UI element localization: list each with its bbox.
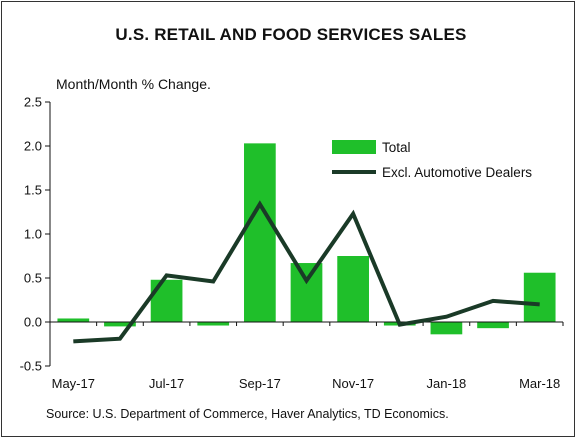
x-tick-label: Mar-18 [519, 376, 560, 391]
bar-jul-17 [150, 279, 183, 322]
x-tick-label: Nov-17 [332, 376, 374, 391]
bar-mar-18 [523, 272, 556, 322]
bar-aug-17 [197, 322, 230, 326]
y-tick-label: 0.5 [24, 271, 42, 286]
legend: Total Excl. Automotive Dealers [332, 140, 532, 180]
x-tick-label: Jul-17 [149, 376, 184, 391]
y-tick-label: -0.5 [20, 359, 42, 374]
y-axis-label: Month/Month % Change. [56, 76, 211, 92]
bar-oct-17 [290, 263, 323, 322]
chart-title: U.S. RETAIL AND FOOD SERVICES SALES [115, 25, 466, 44]
y-tick-label: 2.0 [24, 139, 42, 154]
bar-sep-17 [244, 143, 276, 322]
x-tick-label: May-17 [52, 376, 95, 391]
bar-may-17 [57, 318, 90, 322]
legend-swatch-total [332, 140, 376, 154]
x-tick-label: Sep-17 [239, 376, 281, 391]
bar-jan-18 [430, 322, 463, 335]
x-tick-label: Jan-18 [427, 376, 467, 391]
legend-label-excl-auto: Excl. Automotive Dealers [382, 165, 532, 180]
y-tick-label: 1.0 [24, 227, 42, 242]
bar-feb-18 [477, 322, 509, 329]
y-tick-label: 2.5 [24, 95, 42, 110]
bar-jun-17 [104, 322, 136, 327]
bar-nov-17 [337, 256, 369, 322]
source-note: Source: U.S. Department of Commerce, Hav… [46, 407, 449, 421]
legend-label-total: Total [382, 140, 411, 155]
y-tick-label: 0.0 [24, 315, 42, 330]
y-tick-label: 1.5 [24, 183, 42, 198]
